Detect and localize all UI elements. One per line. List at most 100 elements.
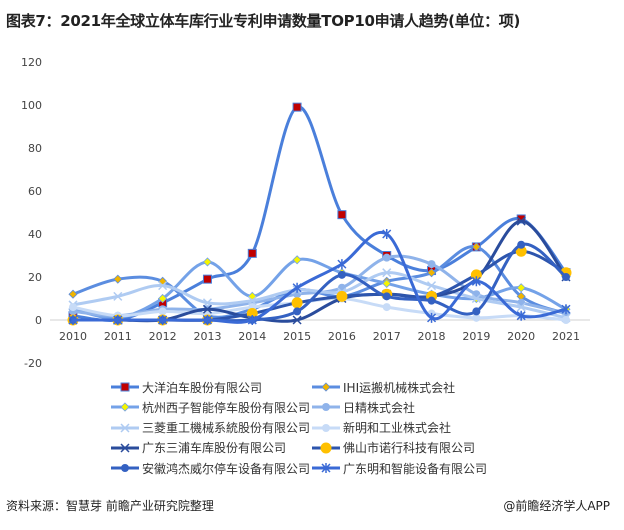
x-tick-label: 2018: [418, 330, 446, 343]
data-point: [68, 315, 78, 325]
data-point: [321, 463, 331, 474]
legend-item: 广东三浦车库股份有限公司: [110, 439, 286, 457]
legend-label: 日精株式会社: [343, 400, 416, 415]
data-point: [202, 257, 213, 267]
data-point: [292, 315, 302, 325]
data-point: [113, 291, 123, 301]
data-point: [517, 240, 526, 249]
data-point: [427, 296, 436, 305]
legend-marker-icon: [312, 442, 340, 454]
legend-label: 广东明和智能设备有限公司: [343, 461, 488, 476]
x-tick-label: 2012: [149, 330, 177, 343]
legend-item: 日精株式会社: [311, 398, 415, 416]
data-point: [202, 298, 212, 308]
data-point: [516, 216, 526, 226]
y-tick-label: 40: [28, 228, 42, 241]
data-point: [158, 293, 168, 304]
data-point: [321, 382, 331, 392]
legend-label: IHI运搬机械株式会社: [343, 380, 456, 395]
data-point: [472, 307, 481, 316]
data-point: [471, 293, 481, 304]
legend-item: 安徽鸿杰威尔停车设备有限公司: [110, 459, 310, 477]
data-point: [382, 292, 391, 301]
legend-marker-icon: [312, 382, 340, 392]
data-point: [562, 273, 570, 281]
legend-label: 杭州西子智能停车股份有限公司: [142, 400, 311, 415]
data-point: [158, 315, 168, 325]
data-point: [471, 242, 481, 252]
y-tick-label: -20: [24, 357, 42, 370]
data-point: [120, 382, 130, 392]
data-point: [426, 268, 437, 278]
data-point: [382, 303, 391, 312]
x-tick-label: 2016: [328, 330, 356, 343]
y-tick-label: 80: [28, 142, 42, 155]
legend-marker-icon: [111, 464, 139, 473]
chart-title: 图表7：2021年全球立体车库行业专利申请数量TOP10申请人趋势(单位：项): [6, 12, 521, 30]
legend-label: 三菱重工機械系統股份有限公司: [142, 421, 311, 436]
series-10: [68, 229, 571, 325]
legend-label: 新明和工业株式会社: [343, 421, 452, 436]
legend-item: 佛山市诺行科技有限公司: [311, 439, 475, 457]
data-point: [516, 214, 526, 224]
data-point: [120, 443, 130, 453]
x-tick-label: 2017: [373, 330, 401, 343]
data-point: [322, 423, 330, 432]
legend-item: 新明和工业株式会社: [311, 419, 451, 437]
data-point: [113, 274, 123, 284]
data-point: [337, 210, 347, 220]
data-point: [202, 315, 212, 325]
data-point: [382, 278, 392, 289]
x-tick-label: 2019: [462, 330, 490, 343]
data-point: [121, 464, 129, 473]
data-point: [68, 289, 78, 299]
credit-note: @前瞻经济学人APP: [503, 499, 610, 513]
y-tick-label: 60: [28, 185, 42, 198]
data-point: [320, 442, 332, 454]
legend-marker-icon: [111, 443, 139, 453]
legend-item: 杭州西子智能停车股份有限公司: [110, 398, 310, 416]
data-point: [202, 304, 212, 314]
data-point: [562, 316, 570, 324]
data-point: [292, 282, 302, 293]
data-point: [516, 310, 526, 321]
y-tick-label: 100: [21, 99, 42, 112]
data-point: [158, 307, 167, 316]
source-note: 资料来源：智慧芽 前瞻产业研究院整理: [6, 499, 214, 513]
y-tick-label: 20: [28, 271, 42, 284]
data-point: [292, 102, 302, 112]
legend-label: 广东三浦车库股份有限公司: [142, 441, 287, 456]
legend-marker-icon: [312, 423, 340, 432]
legend-label: 安徽鸿杰威尔停车设备有限公司: [142, 461, 311, 476]
legend-item: IHI运搬机械株式会社: [311, 378, 455, 396]
x-tick-label: 2014: [238, 330, 266, 343]
data-point: [427, 281, 437, 291]
x-tick-label: 2011: [104, 330, 132, 343]
legend-marker-icon: [312, 403, 340, 412]
legend-item: 广东明和智能设备有限公司: [311, 459, 487, 477]
x-tick-label: 2021: [552, 330, 580, 343]
legend-label: 佛山市诺行科技有限公司: [343, 441, 476, 456]
data-point: [113, 315, 123, 325]
data-point: [382, 268, 392, 278]
data-point: [382, 253, 391, 262]
x-tick-label: 2015: [283, 330, 311, 343]
legend-item: 三菱重工機械系統股份有限公司: [110, 419, 310, 437]
legend-marker-icon: [111, 402, 139, 412]
legend-marker-icon: [312, 463, 340, 474]
legend-label: 大洋泊车股份有限公司: [142, 380, 263, 395]
x-tick-label: 2020: [507, 330, 535, 343]
y-tick-label: 120: [21, 56, 42, 69]
data-point: [472, 313, 481, 322]
data-point: [427, 312, 437, 323]
data-point: [291, 297, 303, 309]
data-point: [516, 283, 526, 293]
data-point: [322, 403, 330, 412]
data-point: [69, 303, 77, 312]
data-point: [247, 296, 257, 306]
data-point: [202, 274, 212, 284]
data-point: [427, 260, 436, 269]
data-point: [293, 307, 302, 316]
data-point: [120, 423, 130, 433]
